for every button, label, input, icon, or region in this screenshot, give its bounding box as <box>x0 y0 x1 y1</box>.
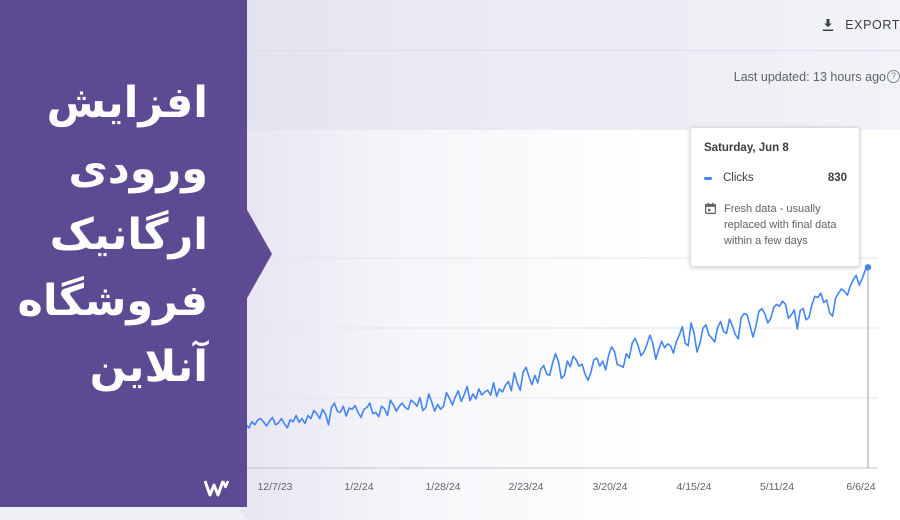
x-tick-label: 1/2/24 <box>344 481 373 493</box>
headline-line: ورودی <box>68 144 208 194</box>
chart-tooltip: Saturday, Jun 8 Clicks 830 Fresh data - … <box>690 127 860 267</box>
export-label: EXPORT <box>845 18 900 32</box>
banner-arrow <box>246 208 272 300</box>
promo-banner <box>0 0 247 507</box>
headline-line: آنلاین <box>89 342 208 392</box>
tooltip-date: Saturday, Jun 8 <box>704 142 789 154</box>
tooltip-series-name: Clicks <box>723 172 754 184</box>
x-tick-label: 6/6/24 <box>846 481 875 493</box>
x-tick-label: 1/28/24 <box>425 481 460 493</box>
tooltip-value: 830 <box>827 172 847 184</box>
download-icon <box>822 19 834 31</box>
tooltip-note: Fresh data - usually replaced with final… <box>704 201 849 249</box>
headline-line: فروشگاه <box>17 276 208 326</box>
headline-line: ارگانیک <box>49 210 208 260</box>
highlighted-point[interactable] <box>864 264 872 271</box>
x-tick-label: 3/20/24 <box>592 481 627 493</box>
banner-headline: افزایش ورودی ارگانیک فروشگاه آنلاین <box>17 70 208 400</box>
toolbar: EXPORT <box>246 0 900 51</box>
headline-line: افزایش <box>46 78 208 128</box>
tooltip-series-row: Clicks 830 <box>704 172 847 184</box>
x-tick-label: 12/7/23 <box>257 481 292 493</box>
tooltip-note-text: Fresh data - usually replaced with final… <box>724 203 837 247</box>
clicks-line-chart[interactable]: 12/7/23 1/2/24 1/28/24 2/23/24 3/20/24 4/15/2… <box>246 250 886 507</box>
x-tick-label: 5/11/24 <box>760 481 794 493</box>
last-updated-text: Last updated: 13 hours ago <box>733 70 886 84</box>
calendar-icon <box>705 202 716 214</box>
clicks-legend-swatch <box>704 176 712 180</box>
x-tick-label: 4/15/24 <box>676 481 711 493</box>
brand-logo-icon <box>204 480 230 497</box>
x-tick-label: 2/23/24 <box>508 481 543 493</box>
export-button[interactable]: EXPORT <box>819 12 900 38</box>
clicks-series-line <box>246 266 869 429</box>
help-icon[interactable]: ? <box>887 70 900 83</box>
